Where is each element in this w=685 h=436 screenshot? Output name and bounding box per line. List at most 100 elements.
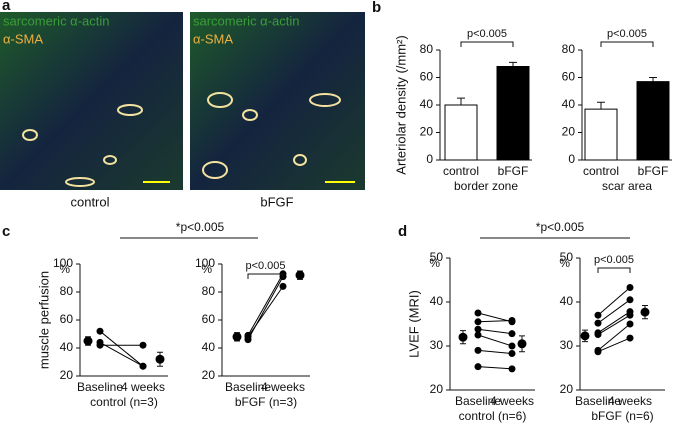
point <box>594 311 602 319</box>
x-tick-label: Baseline <box>455 394 501 408</box>
significance-bracket <box>460 41 514 47</box>
x-tick-label: bFGF <box>498 164 529 178</box>
y-tick-label: 30 <box>560 338 574 352</box>
bar <box>444 104 478 161</box>
point <box>244 333 252 341</box>
x-axis-label: border zone <box>454 179 518 193</box>
mean-point <box>295 270 305 280</box>
y-tick-label: 50 <box>560 250 574 264</box>
y-axis-label: Arteriolar density (/mm²) <box>393 35 408 174</box>
overlay-text: sarcomeric α-actin <box>3 13 109 28</box>
point <box>626 296 634 304</box>
y-tick-label: 40 <box>202 340 216 354</box>
point <box>626 334 634 342</box>
x-tick-label: Baseline <box>225 380 271 394</box>
y-tick-label: 20 <box>560 382 574 396</box>
pair-line <box>247 286 284 338</box>
pair-line <box>477 319 513 323</box>
x-axis-label: control (n=6) <box>459 409 527 423</box>
y-tick-label: 50 <box>430 250 444 264</box>
panel-label: d <box>398 223 407 240</box>
x-tick-label: control <box>583 164 619 178</box>
x-tick-label: 4 weeks <box>261 380 305 394</box>
point <box>474 325 482 333</box>
pair-line <box>99 341 144 367</box>
x-tick-label: Baseline <box>575 394 621 408</box>
pair-line <box>597 311 631 334</box>
y-tick-label: 40 <box>420 97 434 111</box>
point <box>626 320 634 328</box>
significance-bracket <box>597 267 631 273</box>
y-tick-label: 20 <box>202 368 216 382</box>
overlay-text: α-SMA <box>193 31 233 46</box>
y-axis-label: LVEF (MRI) <box>406 290 421 358</box>
mean-point <box>580 331 590 341</box>
y-tick-label: 20 <box>60 368 74 382</box>
unit-label: % <box>59 262 70 276</box>
significance-bracket <box>247 273 284 279</box>
y-tick-label: 20 <box>420 125 434 139</box>
image-label: control <box>70 194 109 209</box>
x-tick-label: 4 weeks <box>608 394 652 408</box>
pair-line <box>597 287 631 316</box>
point <box>508 342 516 350</box>
y-tick-label: 80 <box>562 42 576 56</box>
pair-line <box>597 337 631 353</box>
y-tick-label: 40 <box>562 97 576 111</box>
pair-line <box>477 328 513 335</box>
significance-label: p<0.005 <box>607 28 647 40</box>
pair-line <box>477 334 513 347</box>
y-tick-label: 20 <box>430 382 444 396</box>
x-tick-label: bFGF <box>638 164 669 178</box>
point <box>96 327 104 335</box>
point <box>474 363 482 371</box>
y-tick-label: 60 <box>562 70 576 84</box>
y-tick-label: 60 <box>60 312 74 326</box>
point <box>594 348 602 356</box>
panel-label: b <box>372 0 381 16</box>
unit-label: % <box>201 262 212 276</box>
pair-line <box>99 330 144 367</box>
pair-line <box>477 349 513 354</box>
y-axis-label: muscle perfusion <box>36 271 51 369</box>
panel-label: c <box>2 223 10 240</box>
y-tick-label: 80 <box>60 284 74 298</box>
unit-label: % <box>429 256 440 270</box>
y-tick-label: 20 <box>562 125 576 139</box>
y-tick-label: 80 <box>420 42 434 56</box>
x-axis-label: bFGF (n=3) <box>235 395 297 409</box>
y-tick-label: 40 <box>430 294 444 308</box>
pair-line <box>247 273 284 336</box>
x-axis-label: scar area <box>602 179 652 193</box>
point <box>626 283 634 291</box>
significance-label: p<0.005 <box>467 28 507 40</box>
pair-line <box>597 323 631 351</box>
point <box>139 362 147 370</box>
micrograph-control <box>0 12 183 190</box>
point <box>474 309 482 317</box>
x-tick-label: Baseline <box>77 380 123 394</box>
point <box>626 311 634 319</box>
point <box>594 319 602 327</box>
x-tick-label: 4 weeks <box>490 394 534 408</box>
x-axis-label: control (n=3) <box>90 395 158 409</box>
comparison-label: *p<0.005 <box>536 220 585 234</box>
pair-line <box>597 299 631 324</box>
mean-point <box>517 339 527 349</box>
y-tick-label: 40 <box>560 294 574 308</box>
micrograph-bfgf <box>190 12 365 190</box>
pair-line <box>477 366 513 370</box>
y-tick-label: 80 <box>202 284 216 298</box>
mean-point <box>83 336 93 346</box>
comparison-label: *p<0.005 <box>176 220 225 234</box>
point <box>474 331 482 339</box>
x-tick-label: 4 weeks <box>121 380 165 394</box>
panel-label: a <box>2 0 11 14</box>
point <box>279 282 287 290</box>
significance-label: p<0.005 <box>594 254 634 266</box>
point <box>474 318 482 326</box>
x-axis-label: bFGF (n=6) <box>591 409 653 423</box>
y-tick-label: 0 <box>426 152 433 166</box>
significance-label: p<0.005 <box>245 260 285 272</box>
